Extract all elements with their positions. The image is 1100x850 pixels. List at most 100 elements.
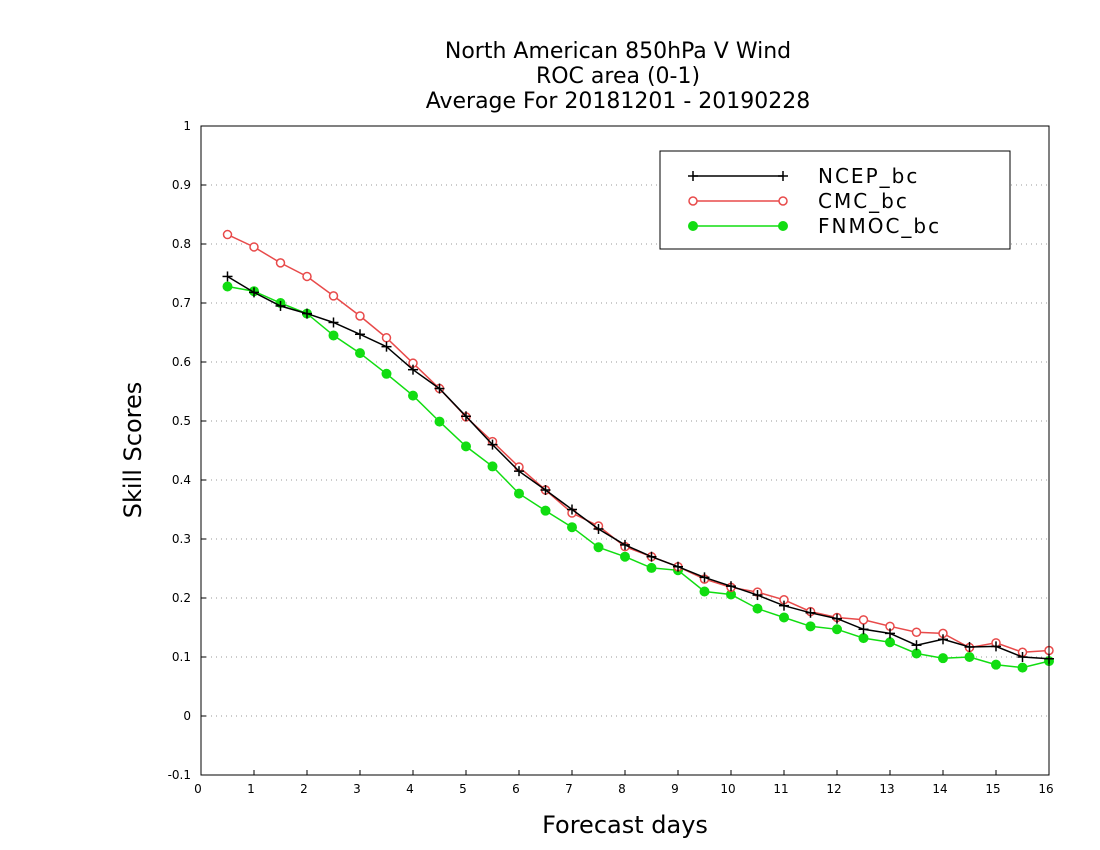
- data-point-ncep-bc: [673, 561, 683, 572]
- x-axis-title: Forecast days: [542, 811, 708, 839]
- data-point-fnmoc-bc: [964, 652, 975, 662]
- data-point-ncep-bc: [699, 572, 710, 583]
- data-point-ncep-bc: [355, 329, 365, 340]
- x-tick-label: 15: [985, 782, 1000, 796]
- y-tick-label: 0.4: [172, 473, 191, 487]
- data-point-fnmoc-bc: [779, 612, 789, 623]
- data-point-fnmoc-bc: [832, 624, 842, 635]
- data-point-fnmoc-bc: [540, 505, 551, 516]
- data-point-ncep-bc: [487, 439, 498, 450]
- data-point-cmc-bc: [302, 271, 312, 282]
- data-point-ncep-bc: [514, 466, 524, 477]
- y-tick-label: 0.5: [172, 414, 191, 428]
- x-tick-label: 6: [512, 782, 520, 796]
- data-point-fnmoc-bc: [593, 542, 604, 553]
- y-tick-label: 0: [183, 709, 191, 723]
- data-point-cmc-bc: [328, 291, 339, 301]
- data-point-fnmoc-bc: [991, 659, 1001, 670]
- data-point-ncep-bc: [434, 383, 445, 394]
- series-line-ncep-bc: [227, 275, 1050, 660]
- data-point-fnmoc-bc: [699, 586, 710, 597]
- legend-label-ncep-bc: NCEP_bc: [818, 164, 919, 188]
- data-point-ncep-bc: [779, 600, 789, 611]
- data-point-fnmoc-bc: [487, 461, 498, 472]
- data-point-fnmoc-bc: [355, 348, 365, 359]
- y-tick-label: 0.7: [172, 296, 191, 310]
- y-tick-label: -0.1: [168, 768, 191, 782]
- data-point-ncep-bc: [593, 523, 604, 534]
- x-tick-label: 12: [826, 782, 841, 796]
- x-tick-label: 0: [194, 782, 202, 796]
- data-point-fnmoc-bc: [938, 653, 948, 664]
- data-point-fnmoc-bc: [328, 330, 339, 341]
- data-point-fnmoc-bc: [885, 637, 895, 648]
- data-point-ncep-bc: [1017, 652, 1028, 662]
- x-tick-label: 9: [671, 782, 679, 796]
- legend-marker-cmc-bc: [778, 196, 788, 206]
- data-point-fnmoc-bc: [567, 522, 577, 533]
- data-point-fnmoc-bc: [514, 488, 524, 499]
- x-tick-label: 11: [773, 782, 788, 796]
- legend-marker-fnmoc-bc: [688, 221, 698, 231]
- data-point-fnmoc-bc: [1017, 662, 1028, 673]
- legend-marker-cmc-bc: [688, 196, 698, 206]
- data-point-cmc-bc: [858, 615, 869, 625]
- x-tick-label: 14: [932, 782, 947, 796]
- y-tick-label: 0.6: [172, 355, 191, 369]
- legend-label-fnmoc-bc: FNMOC_bc: [818, 214, 941, 238]
- legend-label-cmc-bc: CMC_bc: [818, 189, 909, 213]
- data-point-ncep-bc: [567, 504, 577, 515]
- legend-item-ncep-bc: NCEP_bc: [688, 164, 919, 188]
- x-tick-label: 4: [406, 782, 414, 796]
- legend-marker-ncep-bc: [778, 171, 788, 181]
- data-point-fnmoc-bc: [620, 551, 630, 562]
- data-point-fnmoc-bc: [911, 648, 922, 659]
- data-point-ncep-bc: [249, 287, 259, 298]
- x-tick-label: 5: [459, 782, 467, 796]
- legend-item-cmc-bc: CMC_bc: [688, 189, 909, 213]
- data-point-ncep-bc: [938, 634, 948, 645]
- data-point-ncep-bc: [222, 271, 233, 282]
- x-tick-label: 1: [247, 782, 255, 796]
- chart-title-line-1: North American 850hPa V Wind: [445, 39, 791, 64]
- data-point-ncep-bc: [991, 641, 1001, 652]
- y-tick-label: 1: [183, 119, 191, 133]
- x-tick-label: 3: [353, 782, 361, 796]
- data-point-fnmoc-bc: [434, 416, 445, 427]
- y-tick-label: 0.8: [172, 237, 191, 251]
- y-tick-label: 0.2: [172, 591, 191, 605]
- legend-box: [659, 150, 1011, 250]
- legend-marker-fnmoc-bc: [778, 221, 788, 231]
- x-tick-label: 8: [618, 782, 626, 796]
- data-point-fnmoc-bc: [752, 603, 763, 614]
- data-point-ncep-bc: [858, 624, 869, 635]
- data-point-ncep-bc: [805, 607, 816, 618]
- data-point-ncep-bc: [408, 364, 418, 375]
- data-point-fnmoc-bc: [858, 633, 869, 644]
- x-tick-label: 7: [565, 782, 573, 796]
- data-point-ncep-bc: [620, 539, 630, 550]
- axis-ticks: -0.100.10.20.30.40.50.60.70.80.910 1 2 3 4 5 6…: [168, 119, 1054, 796]
- data-point-ncep-bc: [328, 317, 339, 328]
- data-point-cmc-bc: [355, 311, 365, 321]
- data-point-ncep-bc: [275, 300, 286, 311]
- legend-item-fnmoc-bc: FNMOC_bc: [688, 214, 941, 238]
- data-point-ncep-bc: [911, 640, 922, 651]
- data-point-cmc-bc: [275, 258, 286, 268]
- data-point-cmc-bc: [249, 242, 259, 252]
- x-tick-label: 2: [300, 782, 308, 796]
- x-tick-label: 10: [720, 782, 735, 796]
- data-point-ncep-bc: [885, 628, 895, 639]
- data-point-fnmoc-bc: [222, 281, 233, 292]
- data-series: [222, 229, 1054, 673]
- chart-title-line-2: ROC area (0-1): [536, 64, 700, 89]
- data-point-cmc-bc: [911, 627, 922, 637]
- y-tick-label: 0.9: [172, 178, 191, 192]
- data-point-cmc-bc: [222, 229, 233, 240]
- series-ncep-bc: [222, 271, 1054, 664]
- data-point-ncep-bc: [964, 641, 975, 652]
- x-tick-label: 13: [879, 782, 894, 796]
- y-tick-label: 0.3: [172, 532, 191, 546]
